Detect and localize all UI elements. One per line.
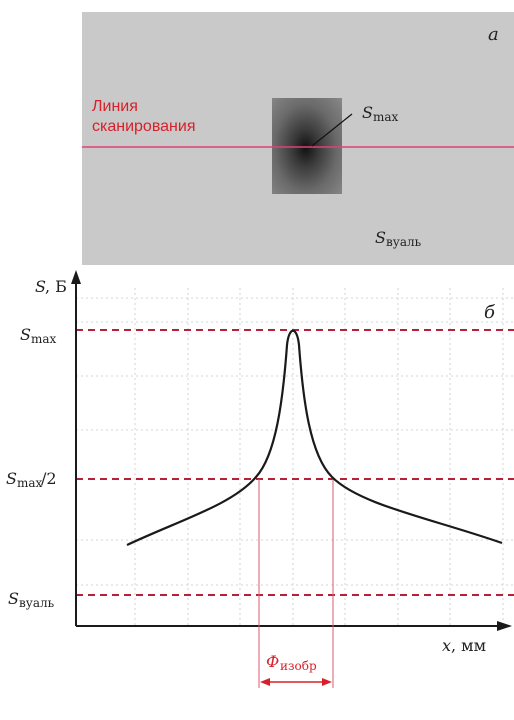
sveil-label-main: S — [375, 228, 386, 247]
level-lines — [76, 329, 514, 596]
level-veil-label-main: S — [8, 589, 19, 608]
panel-b-canvas: б S , Б x , мм S max S max /2 S вуаль Ф … — [6, 270, 514, 688]
level-smax-label-sub: max — [31, 332, 57, 346]
panel-a: а Линия сканирования S max S вуаль — [0, 0, 514, 265]
grid — [76, 288, 514, 626]
density-spot — [272, 98, 342, 194]
level-half-label-main: S — [6, 469, 17, 488]
level-veil-label-sub: вуаль — [19, 596, 55, 610]
panel-b: б S , Б x , мм S max S max /2 S вуаль Ф … — [0, 265, 514, 720]
x-axis-arrow — [497, 621, 512, 631]
width-arrow-right — [322, 678, 332, 686]
level-half-label-sub: max — [17, 476, 43, 490]
panel-a-canvas: а Линия сканирования S max S вуаль — [82, 12, 514, 265]
y-axis-label-main: S — [35, 277, 46, 296]
scan-line-label-1: Линия — [92, 98, 138, 115]
scan-line-label-2: сканирования — [92, 118, 195, 135]
density-curve — [126, 329, 503, 546]
panel-a-letter: а — [488, 24, 499, 45]
smax-label-sub: max — [373, 110, 399, 124]
width-label-main: Ф — [266, 652, 279, 671]
width-arrow-left — [260, 678, 270, 686]
width-label-sub: изобр — [280, 659, 317, 673]
level-smax-label-main: S — [20, 325, 31, 344]
y-axis-label-unit: , Б — [45, 277, 67, 296]
sveil-label-sub: вуаль — [386, 235, 422, 249]
x-axis-label-main: x — [442, 636, 451, 655]
y-axis-arrow — [71, 270, 81, 284]
smax-pointer — [311, 113, 353, 147]
x-axis-label-unit: , мм — [451, 636, 486, 655]
panel-b-letter: б — [484, 302, 496, 323]
level-half-label-suffix: /2 — [41, 469, 57, 488]
smax-label-main: S — [362, 103, 373, 122]
